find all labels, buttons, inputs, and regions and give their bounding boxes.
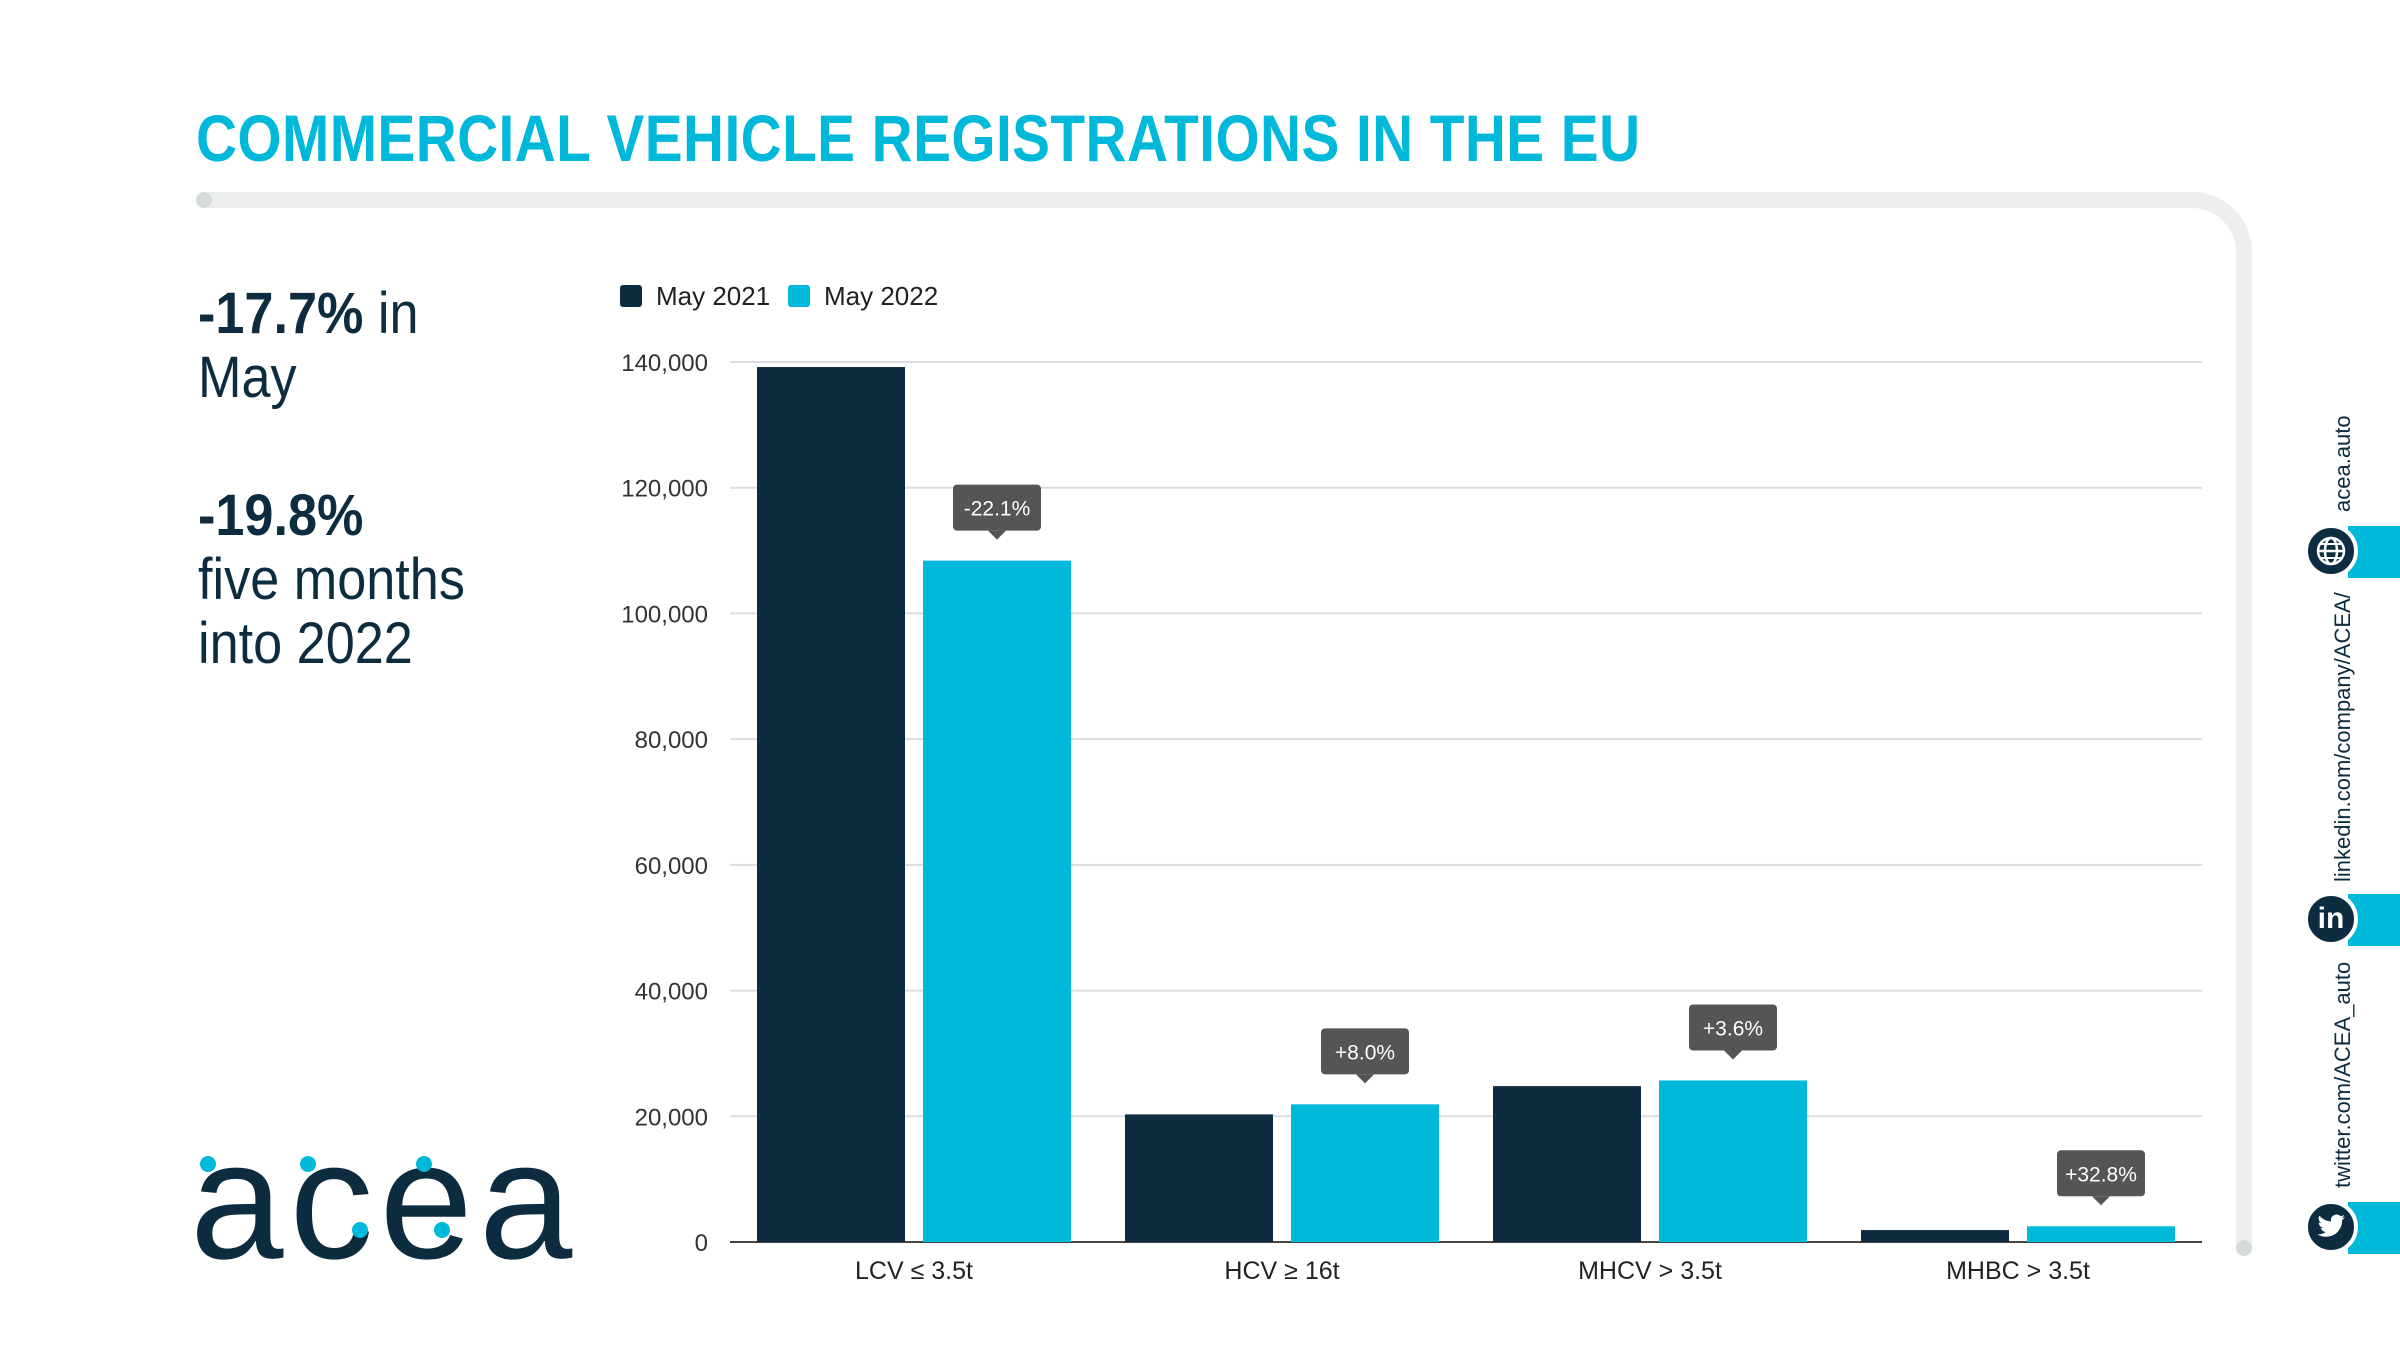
- x-tick-label: MHBC > 3.5t: [1946, 1257, 2090, 1285]
- twitter-icon[interactable]: [2304, 1200, 2358, 1254]
- kpi-ytd-value: -19.8%: [198, 483, 364, 548]
- globe-icon-graphic: [2316, 536, 2346, 566]
- logo-dot: [416, 1156, 432, 1172]
- kpi-may-text-2: May: [198, 345, 297, 410]
- kpi-may-value: -17.7%: [198, 281, 364, 346]
- bar-may-2021: [1493, 1086, 1641, 1242]
- x-tick-label: LCV ≤ 3.5t: [855, 1257, 973, 1285]
- logo-dot: [200, 1156, 216, 1172]
- bar-may-2021: [1125, 1114, 1273, 1242]
- frame-dot-right: [2236, 1240, 2252, 1256]
- bar-may-2022: [1291, 1104, 1439, 1242]
- y-tick-label: 0: [695, 1230, 708, 1257]
- globe-icon[interactable]: [2304, 524, 2358, 578]
- kpi-ytd-text-1: five months: [198, 547, 465, 612]
- legend-swatch: [788, 285, 810, 307]
- twitter-link[interactable]: twitter.com/ACEA_auto: [2330, 961, 2355, 1188]
- web-link[interactable]: acea.auto: [2330, 415, 2355, 512]
- change-label-box: [1321, 1028, 1409, 1075]
- bar-may-2022: [923, 560, 1071, 1242]
- change-label: +3.6%: [1703, 1017, 1763, 1040]
- bar-may-2021: [757, 367, 905, 1242]
- y-tick-label: 140,000: [621, 350, 708, 377]
- kpi-ytd-text-2: into 2022: [198, 611, 413, 676]
- bar-may-2021: [1861, 1230, 2009, 1242]
- linkedin-icon[interactable]: in: [2304, 892, 2358, 946]
- kpi-may: -17.7% in May: [198, 282, 468, 410]
- change-label: -22.1%: [964, 498, 1031, 521]
- kpi-may-text-1: in: [363, 281, 419, 346]
- change-label-pointer: [988, 530, 1006, 540]
- y-tick-label: 100,000: [621, 601, 708, 628]
- y-tick-label: 120,000: [621, 476, 708, 503]
- logo-dot: [300, 1156, 316, 1172]
- change-label-pointer: [1724, 1050, 1742, 1060]
- bar-may-2022: [2027, 1226, 2175, 1242]
- kpi-ytd: -19.8% five months into 2022: [198, 484, 558, 676]
- x-tick-label: MHCV > 3.5t: [1578, 1257, 1722, 1285]
- change-label-box: [953, 484, 1041, 531]
- y-tick-label: 40,000: [635, 979, 708, 1006]
- logo-dot: [434, 1222, 450, 1238]
- linkedin-link[interactable]: linkedin.com/company/ACEA/: [2330, 592, 2355, 882]
- legend-label: May 2022: [824, 281, 938, 311]
- twitter-bird-graphic: [2317, 1214, 2345, 1237]
- y-tick-label: 60,000: [635, 853, 708, 880]
- logo-dot: [352, 1222, 368, 1238]
- change-label-pointer: [2092, 1196, 2110, 1206]
- change-label-pointer: [1356, 1074, 1374, 1084]
- change-label-box: [2057, 1150, 2145, 1197]
- acea-logo: acea: [190, 1106, 579, 1294]
- frame-dot-left: [196, 192, 212, 208]
- page-title: COMMERCIAL VEHICLE REGISTRATIONS IN THE …: [196, 101, 1641, 175]
- x-tick-label: HCV ≥ 16t: [1224, 1257, 1339, 1285]
- change-label: +8.0%: [1335, 1041, 1395, 1064]
- change-label: +32.8%: [2065, 1163, 2137, 1186]
- y-tick-label: 20,000: [635, 1104, 708, 1131]
- legend-swatch: [620, 285, 642, 307]
- y-tick-label: 80,000: [635, 727, 708, 754]
- change-label-box: [1689, 1004, 1777, 1051]
- legend-label: May 2021: [656, 281, 770, 311]
- frame-border: [204, 192, 2252, 1248]
- bar-may-2022: [1659, 1080, 1807, 1242]
